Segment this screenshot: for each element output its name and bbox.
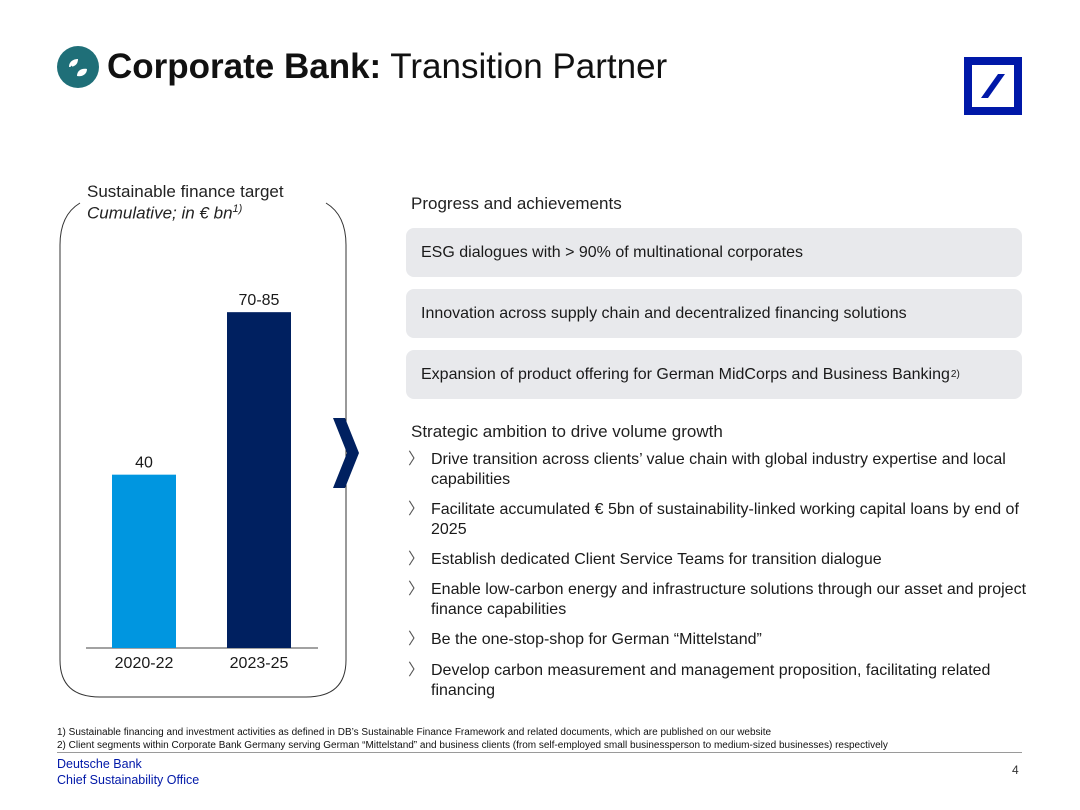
chevron-right-icon [333, 418, 359, 488]
footer-brand: Deutsche Bank Chief Sustainability Offic… [57, 756, 199, 788]
tick-label-2023-25: 2023-25 [230, 655, 289, 672]
bullet-chevron-icon: 〉 [408, 581, 425, 598]
leaf-icon [57, 46, 99, 88]
page-number: 4 [1012, 763, 1019, 777]
data-label-2023-25: 70-85 [239, 292, 280, 309]
deutsche-bank-logo [964, 57, 1022, 115]
progress-item-text: ESG dialogues with > 90% of multinationa… [421, 243, 803, 261]
progress-item-text: Innovation across supply chain and decen… [421, 304, 907, 322]
list-item-text: Enable low-carbon energy and infrastruct… [431, 581, 1027, 618]
bullet-chevron-icon: 〉 [408, 501, 425, 518]
progress-item: ESG dialogues with > 90% of multinationa… [406, 228, 1022, 277]
title-bold: Corporate Bank: [107, 47, 382, 86]
progress-item-text: Expansion of product offering for German… [421, 365, 950, 383]
progress-item: Expansion of product offering for German… [406, 350, 1022, 399]
page-title: Corporate Bank: Transition Partner [107, 47, 667, 87]
progress-item: Innovation across supply chain and decen… [406, 289, 1022, 338]
list-item: 〉 Be the one-stop-shop for German “Mittel… [406, 630, 1027, 650]
list-item: 〉 Facilitate accumulated € 5bn of sustain… [406, 500, 1027, 540]
footnote-2: 2) Client segments within Corporate Bank… [57, 740, 888, 751]
list-item: 〉 Establish dedicated Client Service Team… [406, 550, 1027, 570]
chart-title: Sustainable finance target [87, 182, 284, 201]
progress-heading: Progress and achievements [411, 194, 622, 213]
tick-label-2020-22: 2020-22 [115, 655, 174, 672]
list-item: 〉 Enable low-carbon energy and infrastruc… [406, 580, 1027, 620]
list-item-text: Establish dedicated Client Service Teams… [431, 551, 882, 568]
bullet-chevron-icon: 〉 [408, 551, 425, 568]
footer-divider [57, 752, 1022, 753]
title-light: Transition Partner [381, 47, 668, 86]
list-item: 〉 Develop carbon measurement and manageme… [406, 661, 1027, 701]
bar-2020-22 [112, 474, 176, 648]
page-title-row: Corporate Bank: Transition Partner [57, 42, 667, 92]
list-item-text: Facilitate accumulated € 5bn of sustaina… [431, 501, 1019, 538]
ambition-heading: Strategic ambition to drive volume growt… [411, 422, 723, 441]
list-item: 〉 Drive transition across clients’ value … [406, 450, 1027, 490]
brand-department: Chief Sustainability Office [57, 773, 200, 787]
bar-2023-25 [227, 312, 291, 648]
bullet-chevron-icon: 〉 [408, 631, 425, 648]
bullet-chevron-icon: 〉 [408, 662, 425, 679]
footnotes: 1) Sustainable financing and investment … [57, 726, 888, 752]
list-item-text: Drive transition across clients’ value c… [431, 451, 1006, 488]
list-item-text: Be the one-stop-shop for German “Mittels… [431, 631, 762, 648]
brand-name: Deutsche Bank [57, 757, 142, 771]
data-label-2020-22: 40 [135, 455, 153, 472]
list-item-text: Develop carbon measurement and managemen… [431, 662, 991, 699]
progress-item-note: 2) [950, 369, 960, 380]
footnote-1: 1) Sustainable financing and investment … [57, 727, 772, 738]
bullet-chevron-icon: 〉 [408, 451, 425, 468]
